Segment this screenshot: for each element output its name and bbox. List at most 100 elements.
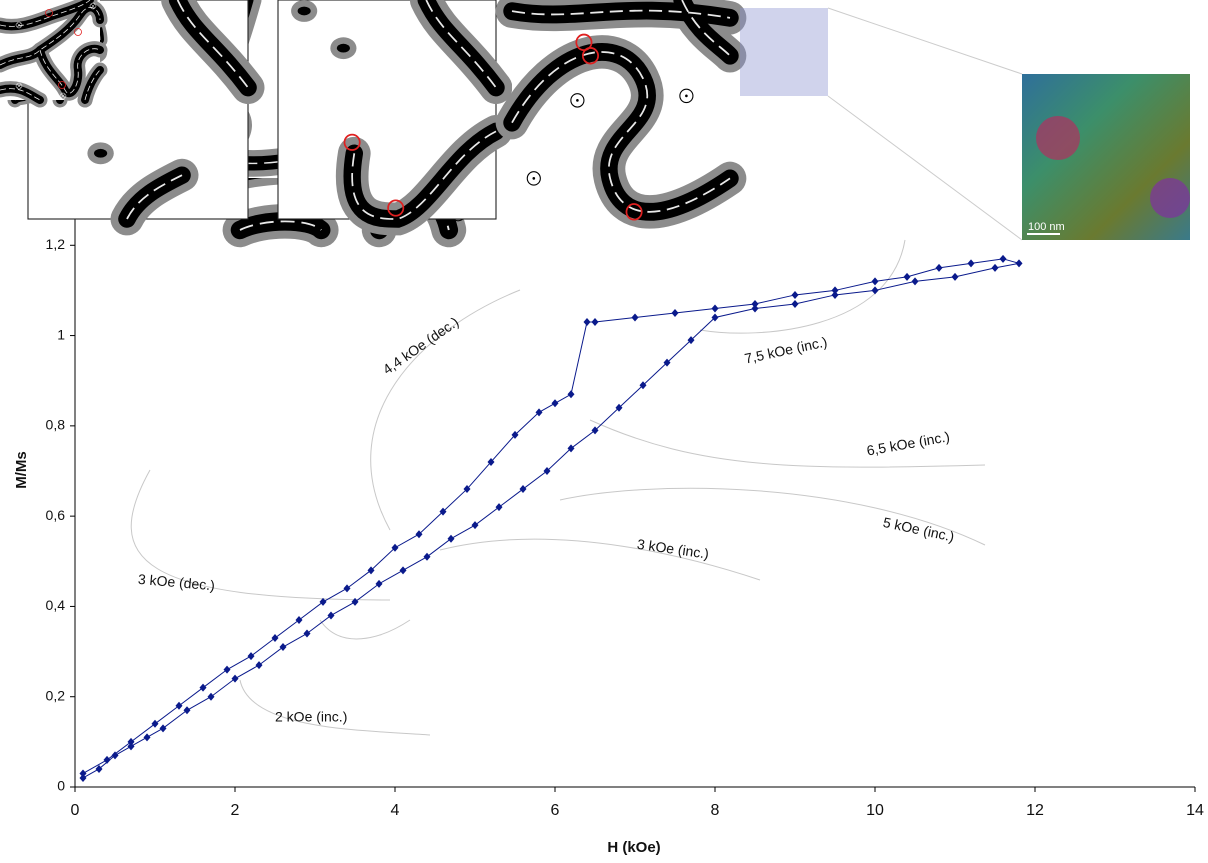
data-point (967, 259, 975, 268)
bloch-point (45, 9, 53, 17)
data-point (687, 336, 695, 345)
zoom-region (740, 8, 828, 96)
annotation: 6,5 kOe (inc.) (865, 428, 951, 458)
domain-wall-arrow (511, 9, 731, 19)
data-point (663, 358, 671, 367)
y-tick-label: 0,4 (46, 597, 66, 613)
scale-label: 100 nm (1028, 221, 1065, 233)
y-tick-label: 0 (57, 778, 65, 794)
data-point (495, 503, 503, 512)
data-point (831, 290, 839, 299)
data-point (871, 286, 879, 295)
x-tick-label: 2 (231, 802, 240, 819)
leader-line (130, 469, 391, 601)
data-point (143, 733, 151, 742)
annotation: 3 kOe (dec.) (137, 571, 215, 594)
annotation: 2 kOe (inc.) (275, 709, 347, 725)
leader-line (699, 239, 906, 334)
data-point (871, 277, 879, 286)
data-point (295, 615, 303, 624)
domain-wall-arrow (0, 6, 101, 66)
cross-symbol-x (16, 83, 22, 89)
data-point (127, 737, 135, 746)
domain-wall-arrow (176, 0, 249, 89)
domain-wall-arrow (39, 48, 101, 94)
data-point (199, 683, 207, 692)
data-point (223, 665, 231, 674)
data-point (351, 597, 359, 606)
cross-symbol (15, 82, 23, 90)
x-tick-label: 12 (1026, 802, 1044, 819)
data-point (711, 313, 719, 322)
data-point (303, 629, 311, 638)
data-point (903, 272, 911, 281)
annotation: 4,4 kOe (dec.) (380, 314, 462, 378)
bloch-point (625, 203, 643, 221)
y-tick-label: 0,2 (46, 687, 66, 703)
x-axis-title: H (kOe) (607, 839, 660, 856)
data-point (471, 521, 479, 530)
domain-wall-arrow (681, 0, 731, 57)
y-tick-label: 0,6 (46, 507, 66, 523)
y-tick-label: 0,8 (46, 417, 66, 433)
data-point (591, 318, 599, 327)
dot-symbol (570, 93, 585, 108)
leader-line (559, 487, 986, 546)
dot-symbol-center (685, 94, 688, 98)
leader-line (589, 419, 986, 468)
data-point (751, 299, 759, 308)
data-point (79, 773, 87, 782)
bloch-point (581, 47, 599, 65)
data-point (911, 277, 919, 286)
cross-symbol-x (90, 3, 96, 9)
data-point (127, 742, 135, 751)
domain-image (495, 0, 747, 229)
data-line (82, 258, 1020, 779)
mfm-vortex (1150, 178, 1190, 218)
domain-wall-arrow (351, 130, 497, 220)
y-tick-label: 1 (57, 326, 65, 342)
data-point (79, 769, 87, 778)
skyrmion (94, 148, 108, 158)
data-point (255, 661, 263, 670)
data-point (247, 652, 255, 661)
data-point (343, 584, 351, 593)
data-point (831, 286, 839, 295)
data-point (487, 457, 495, 466)
bloch-point (58, 81, 66, 89)
domain-wall-arrow (239, 220, 322, 231)
data-point (327, 611, 335, 620)
y-axis-title: M/Ms (13, 451, 30, 489)
leader-line (370, 289, 521, 531)
annotation: 5 kOe (inc.) (882, 514, 956, 545)
data-point (791, 290, 799, 299)
data-point (511, 430, 519, 439)
data-point (399, 566, 407, 575)
data-point (751, 304, 759, 313)
dot-symbol (526, 171, 541, 186)
domain-wall-arrow (425, 0, 497, 89)
data-point (439, 507, 447, 516)
data-point (519, 485, 527, 494)
bloch-point (387, 199, 405, 217)
data-point (207, 692, 215, 701)
data-point (551, 399, 559, 408)
data-point (391, 543, 399, 552)
leader-line (239, 679, 431, 736)
zoom-line (827, 7, 1023, 241)
bloch-point (575, 33, 593, 52)
data-point (567, 390, 575, 399)
data-point (991, 263, 999, 272)
data-point (375, 579, 383, 588)
data-point (543, 467, 551, 475)
mfm-vortex (1036, 116, 1080, 160)
data-point (463, 485, 471, 494)
data-point (415, 530, 423, 539)
data-point (935, 263, 943, 272)
data-point (615, 403, 623, 412)
data-point (567, 444, 575, 453)
data-point (159, 724, 167, 733)
data-point (103, 755, 111, 764)
cross-symbol (89, 2, 97, 10)
